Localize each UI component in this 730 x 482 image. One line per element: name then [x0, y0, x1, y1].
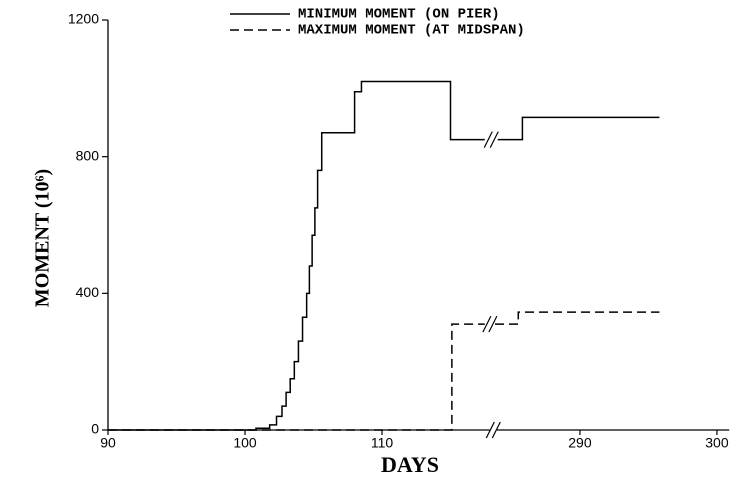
- y-axis-label: MOMENT (10⁶): [32, 169, 54, 307]
- x-tick-label: 290: [568, 435, 592, 451]
- x-tick-label: 110: [371, 435, 394, 451]
- break-mark: [482, 315, 492, 333]
- break-mark: [489, 131, 499, 148]
- y-tick-label: 400: [76, 284, 100, 300]
- step-line: [108, 80, 660, 431]
- y-tick-label: 1200: [68, 11, 99, 27]
- y-tick-label: 0: [91, 421, 99, 437]
- break-mark: [483, 131, 493, 148]
- legend-label: MINIMUM MOMENT (ON PIER): [298, 7, 500, 23]
- legend-label: MAXIMUM MOMENT (AT MIDSPAN): [298, 23, 525, 39]
- x-tick-label: 300: [705, 435, 729, 451]
- break-mark: [491, 421, 501, 439]
- y-tick-label: 800: [76, 147, 100, 163]
- break-mark: [488, 315, 498, 333]
- x-axis-label: DAYS: [381, 452, 439, 477]
- x-tick-label: 100: [233, 435, 257, 451]
- step-line: [108, 311, 660, 431]
- break-mark: [485, 421, 495, 439]
- x-tick-label: 90: [100, 435, 116, 451]
